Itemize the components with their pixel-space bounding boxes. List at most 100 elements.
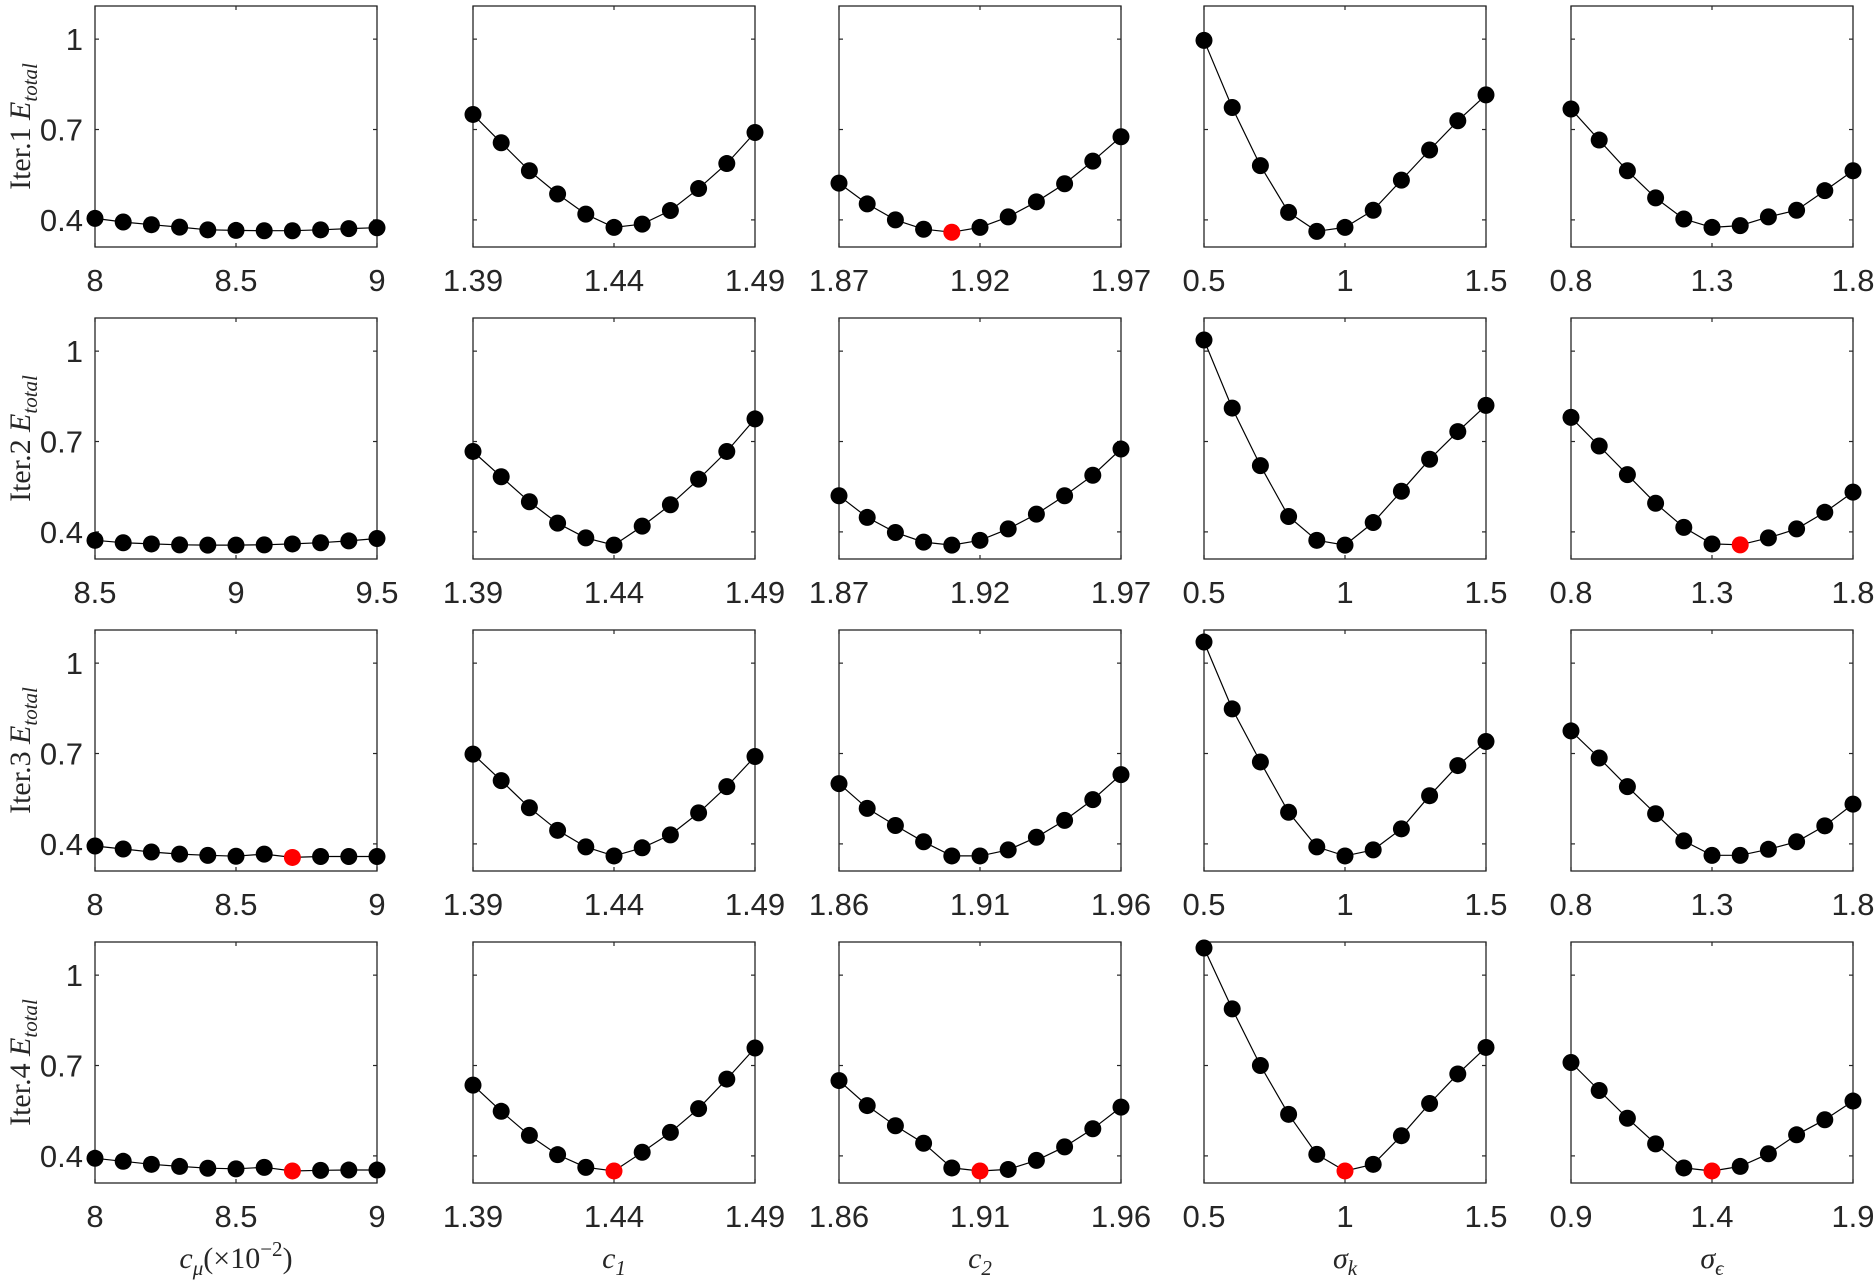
x-tick-label: 1.97 — [1091, 575, 1151, 610]
data-point-marker — [1223, 99, 1241, 117]
data-point-marker — [1731, 217, 1749, 235]
x-tick-label: 9 — [368, 887, 385, 922]
label-part: E — [4, 414, 37, 433]
data-point-marker — [1308, 1145, 1326, 1163]
data-point-marker — [520, 162, 538, 180]
x-tick-label: 1.3 — [1690, 575, 1733, 610]
data-point-marker — [1618, 778, 1636, 796]
minimum-point-marker — [943, 223, 961, 241]
data-point-marker — [605, 847, 623, 865]
axes-box — [1570, 941, 1854, 1184]
label-part: Iter.1 — [4, 120, 37, 190]
x-tick-label: 0.8 — [1549, 575, 1592, 610]
row-label-iter-3: Iter.3 Etotal — [4, 687, 42, 814]
data-point-marker — [1308, 531, 1326, 549]
data-point-marker — [1195, 31, 1213, 49]
data-point-marker — [171, 845, 189, 863]
x-tick-label: 9 — [227, 575, 244, 610]
data-point-marker — [142, 1155, 160, 1173]
data-point-marker — [114, 840, 132, 858]
data-point-marker — [1056, 811, 1074, 829]
data-point-marker — [690, 804, 708, 822]
data-point-marker — [661, 826, 679, 844]
data-point-marker — [915, 1134, 933, 1152]
data-point-marker — [1056, 1138, 1074, 1156]
data-point-marker — [368, 530, 386, 548]
data-point-marker — [1195, 939, 1213, 957]
x-tick-label: 0.9 — [1549, 1199, 1592, 1234]
data-point-marker — [1788, 1126, 1806, 1144]
data-point-marker — [1280, 508, 1298, 526]
data-point-marker — [114, 534, 132, 552]
data-point-marker — [915, 220, 933, 238]
data-point-marker — [227, 847, 245, 865]
y-tick-label: 1 — [66, 958, 83, 993]
data-point-marker — [746, 124, 764, 142]
data-point-marker — [1759, 840, 1777, 858]
data-point-marker — [1788, 201, 1806, 219]
axes-box — [472, 629, 756, 872]
data-point-marker — [1844, 795, 1862, 813]
data-point-marker — [718, 442, 736, 460]
data-point-marker — [312, 221, 330, 239]
data-point-marker — [1590, 437, 1608, 455]
panel-r3-c1: 0.4 0.7 1 8 8.5 9 — [40, 629, 386, 922]
data-point-marker — [1703, 846, 1721, 864]
data-point-marker — [661, 496, 679, 514]
data-point-marker — [199, 221, 217, 239]
label-part: −2 — [260, 1237, 282, 1261]
data-point-marker — [1759, 1145, 1777, 1163]
data-point-marker — [633, 839, 651, 857]
data-point-marker — [577, 838, 595, 856]
data-point-marker — [520, 493, 538, 511]
label-part: (×10 — [203, 1242, 260, 1275]
data-point-marker — [1056, 175, 1074, 193]
data-point-marker — [255, 845, 273, 863]
data-point-marker — [1562, 100, 1580, 118]
data-point-marker — [577, 205, 595, 223]
data-point-marker — [1251, 753, 1269, 771]
x-tick-label: 1.8 — [1831, 575, 1874, 610]
data-point-marker — [1364, 1155, 1382, 1173]
label-part: Iter.2 — [4, 432, 37, 502]
y-tick-label: 0.4 — [40, 827, 83, 862]
label-part: total — [18, 375, 42, 414]
x-tick-label: 1.49 — [725, 575, 785, 610]
x-tick-label: 1.9 — [1831, 1199, 1874, 1234]
data-point-marker — [1759, 208, 1777, 226]
data-point-marker — [1223, 700, 1241, 718]
x-tick-label: 0.8 — [1549, 887, 1592, 922]
axes-box — [94, 941, 378, 1184]
data-point-marker — [171, 1157, 189, 1175]
axes-box — [838, 317, 1122, 560]
x-tick-label: 0.5 — [1182, 575, 1225, 610]
label-part: μ — [192, 1256, 204, 1280]
x-tick-label: 8 — [86, 887, 103, 922]
data-point-marker — [886, 817, 904, 835]
data-point-marker — [1731, 1157, 1749, 1175]
axes-box — [1203, 5, 1487, 248]
data-point-marker — [1308, 838, 1326, 856]
data-point-marker — [227, 1160, 245, 1178]
x-tick-label: 1.92 — [950, 575, 1010, 610]
x-tick-label: 1.39 — [443, 263, 503, 298]
x-tick-label: 0.5 — [1182, 887, 1225, 922]
data-point-marker — [1449, 757, 1467, 775]
x-tick-label: 1.49 — [725, 263, 785, 298]
data-point-marker — [1392, 171, 1410, 189]
data-point-marker — [520, 799, 538, 817]
panel-r1-c5: 0.8 1.3 1.8 — [1549, 5, 1875, 298]
data-point-marker — [142, 216, 160, 234]
data-point-marker — [1449, 1065, 1467, 1083]
data-point-marker — [340, 1161, 358, 1179]
data-point-marker — [1703, 535, 1721, 553]
minimum-point-marker — [283, 1162, 301, 1180]
panel-r2-c3: 1.87 1.92 1.97 — [809, 317, 1151, 610]
data-point-marker — [340, 220, 358, 238]
column-label-2: c1 — [602, 1242, 626, 1280]
data-point-marker — [1675, 832, 1693, 850]
data-point-marker — [1027, 505, 1045, 523]
data-point-marker — [142, 843, 160, 861]
data-point-marker — [690, 470, 708, 488]
